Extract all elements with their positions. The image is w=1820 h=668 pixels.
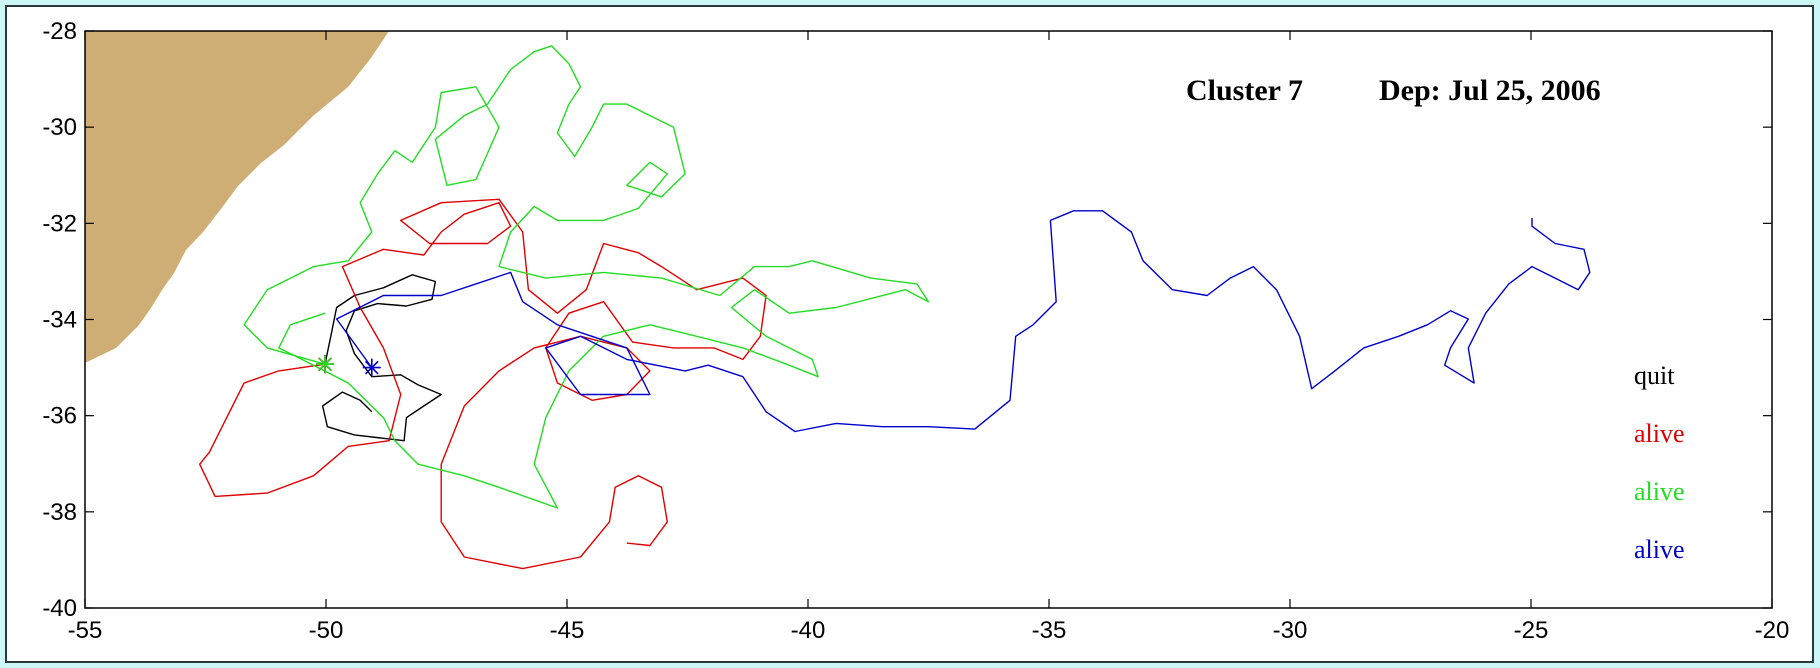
y-tick-label: -36 <box>42 403 77 430</box>
legend-entry: quit <box>1634 361 1675 390</box>
land <box>85 31 389 363</box>
trajectories <box>199 45 1591 570</box>
x-tick-label: -35 <box>1032 617 1067 644</box>
y-tick-label: -32 <box>42 210 77 237</box>
chart-title: Cluster 7 <box>1186 74 1303 107</box>
y-tick-label: -28 <box>42 18 77 45</box>
y-tick-label: -30 <box>42 114 77 141</box>
y-tick-label: -34 <box>42 307 77 334</box>
x-tick-label: -20 <box>1755 617 1790 644</box>
x-tick-label: -45 <box>550 617 585 644</box>
x-tick-label: -50 <box>309 617 344 644</box>
trajectory <box>321 274 442 442</box>
legend-entry: alive <box>1634 535 1685 564</box>
chart-subtitle: Dep: Jul 25, 2006 <box>1379 74 1601 107</box>
trajectory <box>199 198 767 570</box>
x-tick-label: -25 <box>1514 617 1549 644</box>
x-tick-label: -30 <box>1273 617 1308 644</box>
legend-entry: alive <box>1634 419 1685 448</box>
trajectory <box>243 45 930 509</box>
trajectory <box>335 210 1591 433</box>
x-tick-label: -40 <box>791 617 826 644</box>
y-tick-label: -38 <box>42 499 77 526</box>
start-marker <box>362 358 381 377</box>
x-tick-label: -55 <box>68 617 103 644</box>
start-marker <box>316 355 335 374</box>
y-tick-label: -40 <box>42 595 77 622</box>
legend-entry: alive <box>1634 477 1685 506</box>
